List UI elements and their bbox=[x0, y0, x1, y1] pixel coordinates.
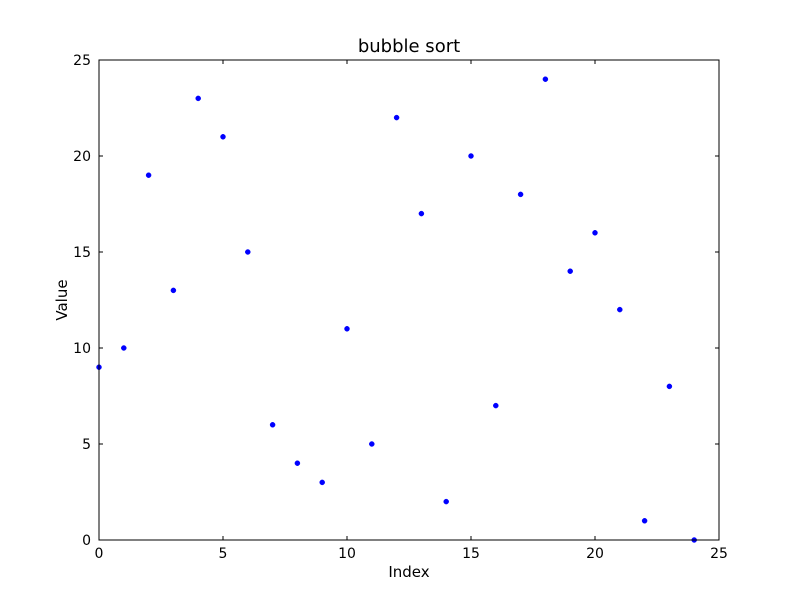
data-point bbox=[220, 134, 226, 140]
y-axis-label: Value bbox=[53, 279, 71, 320]
data-point bbox=[393, 114, 400, 121]
data-point bbox=[245, 249, 251, 255]
data-point bbox=[443, 498, 449, 505]
data-point bbox=[641, 518, 648, 524]
y-tick-label: 15 bbox=[73, 245, 91, 261]
data-point bbox=[319, 479, 325, 486]
data-point bbox=[493, 402, 499, 409]
data-point bbox=[269, 422, 276, 428]
x-tick-label: 20 bbox=[586, 546, 604, 562]
chart-title: bubble sort bbox=[358, 36, 460, 57]
data-point bbox=[195, 95, 201, 102]
x-tick-label: 0 bbox=[95, 546, 104, 562]
data-point bbox=[542, 76, 549, 82]
data-point bbox=[170, 287, 177, 294]
data-point bbox=[468, 153, 474, 159]
x-tick-label: 15 bbox=[462, 546, 480, 562]
y-tick-label: 10 bbox=[73, 341, 91, 357]
x-tick-label: 5 bbox=[219, 546, 228, 562]
y-tick-label: 0 bbox=[82, 533, 91, 549]
plot-area bbox=[99, 60, 719, 540]
data-point bbox=[145, 172, 152, 178]
x-axis-label: Index bbox=[388, 563, 429, 581]
axis-ticks: 0 5 10 15 20 25 0 5 10 15 20 25 bbox=[73, 53, 728, 562]
plot-frame bbox=[98, 59, 720, 541]
y-tick-label: 25 bbox=[73, 53, 91, 69]
y-tick-label: 5 bbox=[82, 437, 91, 453]
data-point bbox=[666, 383, 673, 390]
data-point bbox=[517, 191, 524, 198]
data-point bbox=[121, 345, 127, 351]
data-point bbox=[567, 268, 573, 274]
data-point bbox=[344, 326, 350, 332]
data-points bbox=[96, 76, 697, 543]
data-point bbox=[617, 306, 623, 313]
data-point bbox=[369, 441, 375, 447]
x-tick-label: 25 bbox=[710, 546, 728, 562]
data-point bbox=[294, 460, 301, 466]
data-point bbox=[418, 210, 425, 217]
y-tick-label: 20 bbox=[73, 149, 91, 165]
x-tick-label: 10 bbox=[338, 546, 356, 562]
data-point bbox=[592, 230, 598, 236]
